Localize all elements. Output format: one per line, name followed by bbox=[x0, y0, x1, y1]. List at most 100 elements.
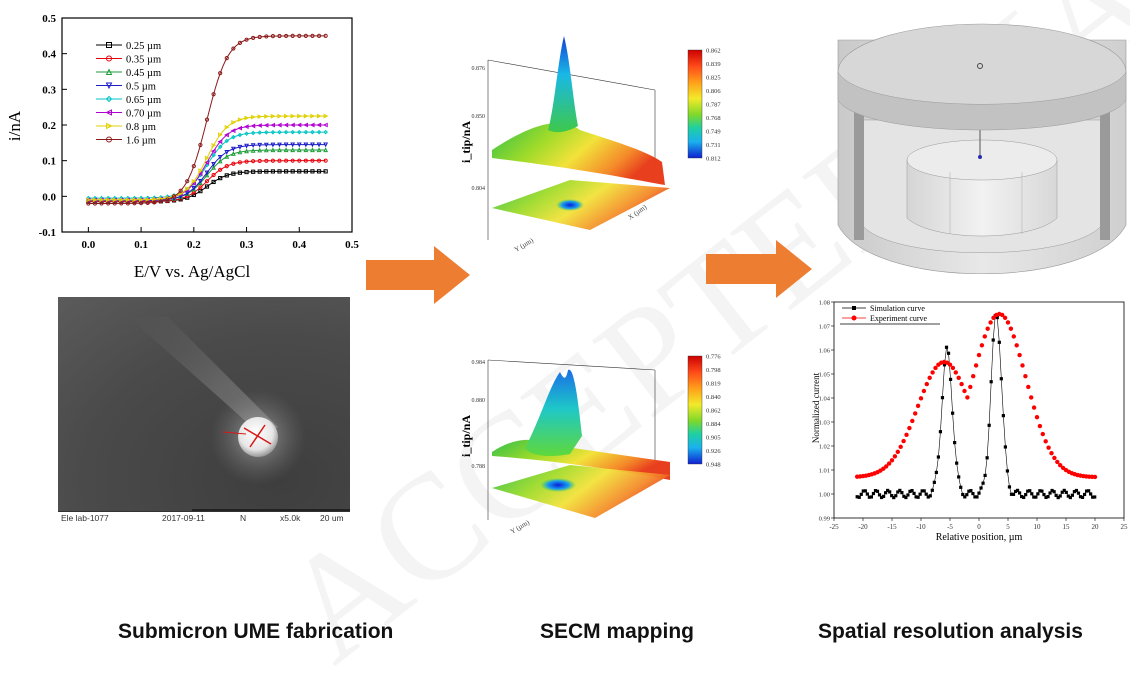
cv-legend-marker bbox=[106, 55, 112, 62]
cv-data-point bbox=[316, 122, 322, 128]
cv-data-point bbox=[303, 169, 308, 174]
sim-point bbox=[886, 488, 890, 493]
cv-data-point bbox=[250, 147, 256, 153]
sim-point bbox=[955, 461, 959, 465]
cv-data-point bbox=[218, 167, 223, 172]
colorbar-label: 0.812 bbox=[706, 156, 721, 163]
res-xtick: -10 bbox=[916, 523, 926, 531]
sim-point bbox=[888, 490, 892, 494]
sim-point bbox=[981, 481, 985, 485]
sim-point bbox=[1084, 489, 1089, 493]
cv-data-point bbox=[86, 201, 91, 206]
sim-point bbox=[979, 486, 983, 490]
cv-legend-marker bbox=[106, 122, 113, 130]
sim-point bbox=[904, 495, 908, 500]
sim-point bbox=[987, 423, 991, 427]
sim-point bbox=[1015, 488, 1020, 493]
cv-data-point bbox=[178, 188, 183, 193]
sim-point bbox=[1009, 492, 1014, 496]
sim-point bbox=[1089, 492, 1093, 496]
cv-data-point bbox=[264, 130, 269, 135]
cv-data-point bbox=[270, 147, 276, 153]
sim-point bbox=[963, 495, 967, 499]
cv-data-point bbox=[257, 142, 263, 148]
cv-data-point bbox=[165, 197, 170, 202]
cv-data-point bbox=[211, 92, 216, 97]
sim-point bbox=[916, 495, 920, 499]
cv-data-point bbox=[197, 171, 203, 177]
cv-data-point bbox=[297, 169, 302, 174]
cv-data-point bbox=[283, 142, 289, 148]
cv-data-point bbox=[310, 113, 316, 119]
exp-point bbox=[971, 373, 976, 379]
cv-data-point bbox=[257, 34, 262, 40]
cv-series-line bbox=[88, 124, 326, 201]
res-ytick: 1.07 bbox=[819, 324, 831, 331]
cv-data-point bbox=[289, 122, 295, 128]
cv-data-point bbox=[323, 147, 329, 153]
sim-point bbox=[920, 489, 924, 493]
cv-legend-marker bbox=[105, 95, 113, 103]
sim-point bbox=[936, 455, 940, 459]
exp-point bbox=[1008, 326, 1014, 331]
exp-point bbox=[1014, 343, 1019, 348]
res-xtick: 20 bbox=[1092, 523, 1100, 531]
sim-point bbox=[869, 495, 874, 499]
sim-point bbox=[1020, 494, 1024, 499]
sim-point bbox=[855, 495, 859, 499]
sim-point bbox=[902, 494, 906, 498]
cv-data-point bbox=[244, 148, 249, 154]
sim-point bbox=[922, 489, 926, 493]
sim-point bbox=[1011, 492, 1016, 496]
sim-point bbox=[926, 495, 930, 499]
sim-point bbox=[1064, 490, 1068, 494]
sim-point bbox=[892, 495, 896, 500]
exp-point bbox=[1000, 312, 1005, 318]
cv-data-point bbox=[310, 142, 315, 148]
secm-zlabel-top: i_tip/nA bbox=[459, 121, 473, 163]
cv-data-point bbox=[290, 169, 295, 174]
cv-data-point bbox=[198, 180, 203, 186]
sim-point bbox=[873, 489, 878, 493]
exp-point bbox=[1046, 445, 1051, 450]
cv-data-point bbox=[250, 143, 256, 149]
cv-data-point bbox=[310, 169, 315, 174]
sim-point bbox=[1007, 485, 1012, 489]
sim-point bbox=[965, 493, 969, 497]
exp-point bbox=[1005, 320, 1011, 325]
cv-data-point bbox=[310, 33, 315, 38]
cv-data-point bbox=[86, 197, 92, 203]
cv-legend-marker bbox=[106, 42, 112, 48]
exp-point bbox=[1026, 384, 1031, 390]
sim-point bbox=[948, 377, 953, 382]
colorbar-label: 0.862 bbox=[706, 408, 721, 415]
cv-data-point bbox=[323, 113, 329, 119]
cv-data-point bbox=[296, 129, 302, 135]
cv-data-point bbox=[99, 197, 105, 203]
caption-middle: SECM mapping bbox=[540, 620, 695, 643]
caption-left: Submicron UME fabrication bbox=[118, 620, 394, 643]
sim-point bbox=[1082, 492, 1087, 497]
cv-legend-label: 1.6 µm bbox=[126, 136, 156, 147]
cv-data-point bbox=[251, 169, 256, 174]
sem-scale: 20 um bbox=[320, 513, 344, 523]
cv-data-point bbox=[270, 113, 276, 119]
sem-date: 2017-09-11 bbox=[162, 513, 205, 523]
colorbar-label: 0.731 bbox=[706, 142, 721, 149]
cv-series-line bbox=[88, 144, 326, 202]
cv-legend-label: 0.70 µm bbox=[126, 109, 161, 120]
res-ytick: 1.06 bbox=[819, 348, 831, 355]
cv-data-point bbox=[257, 123, 262, 128]
cv-data-point bbox=[198, 142, 203, 148]
sim-point bbox=[1060, 490, 1064, 494]
cv-data-point bbox=[277, 142, 282, 148]
cv-data-point bbox=[277, 147, 282, 153]
resolution-chart: -25 -20 -15 -10 -5 0 5 10 15 20 25 0.99 1.00 1.01 1.02… bbox=[811, 300, 1128, 544]
exp-point bbox=[933, 365, 938, 371]
cv-data-point bbox=[198, 168, 204, 174]
cv-data-point bbox=[231, 134, 236, 140]
sim-point bbox=[890, 494, 894, 498]
cv-data-point bbox=[257, 158, 262, 164]
cv-data-point bbox=[218, 71, 223, 76]
cv-data-point bbox=[276, 122, 282, 128]
